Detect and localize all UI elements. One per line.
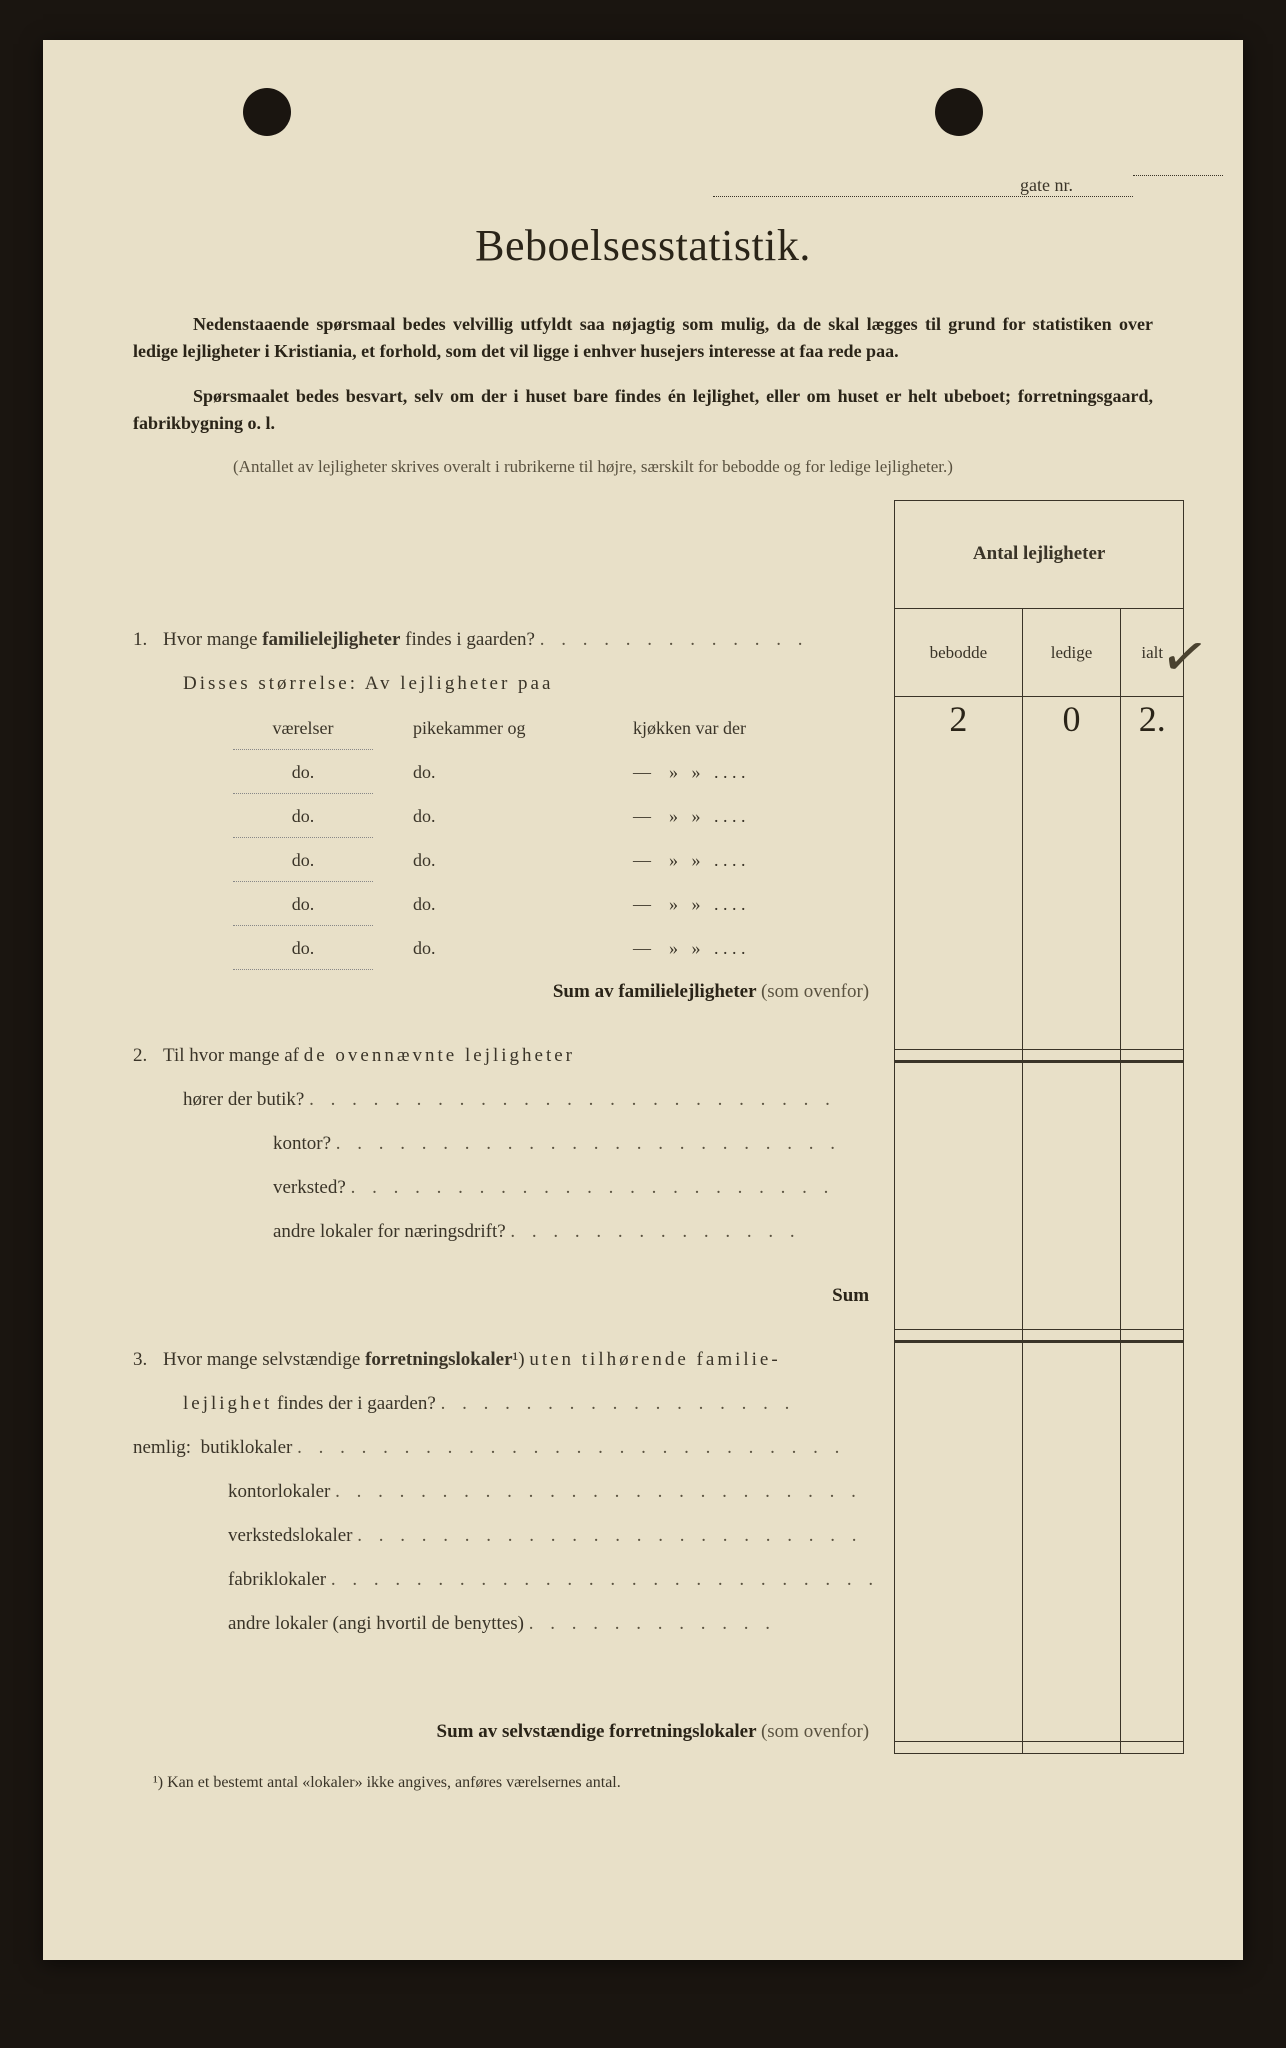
content-grid: 1.Hvor mange familielejligheter findes i… [133, 500, 1153, 1754]
q3-nemlig: nemlig: butiklokaler . . . . . . . . . .… [133, 1426, 879, 1470]
table-header-top: Antal lejligheter [895, 500, 1184, 609]
q1-size-row: do.do.— » » . . . . [133, 838, 879, 882]
col-bebodde: bebodde [895, 609, 1023, 697]
punch-hole-right [935, 88, 983, 136]
q1-size-row: do.do.— » » . . . . [133, 926, 879, 970]
q1-size-row: do.do.— » » . . . . [133, 750, 879, 794]
intro-paragraph-2: Spørsmaalet bedes besvart, selv om der i… [133, 383, 1153, 437]
q1-sum: Sum av familielejligheter (som ovenfor) [133, 970, 879, 1014]
page-title: Beboelsesstatistik. [133, 220, 1153, 271]
q3-item: andre lokaler (angi hvortil de benyttes)… [133, 1602, 879, 1646]
q1-ledige: 0 [1022, 697, 1121, 742]
q1-size-row: do.do.— » » . . . . [133, 794, 879, 838]
gate-nr-line [1133, 175, 1223, 176]
punch-hole-left [243, 88, 291, 136]
q2-sum: Sum [133, 1274, 879, 1318]
answer-row-q1: 2 0 2. [895, 697, 1184, 742]
q3-line-b: lejlighet findes der i gaarden? . . . . … [133, 1382, 879, 1426]
q3-item: fabriklokaler . . . . . . . . . . . . . … [133, 1558, 879, 1602]
q2-line-a: 2.Til hvor mange af de ovennævnte lejlig… [133, 1034, 879, 1078]
answer-table: Antal lejligheter bebodde ledige ialt 2 … [894, 500, 1184, 1754]
q1-ialt: 2. [1121, 697, 1184, 742]
q1-size-row: do.do.— » » . . . . [133, 882, 879, 926]
checkmark-annotation: ✓ [1156, 621, 1213, 693]
intro-paragraph-1: Nedenstaaende spørsmaal bedes velvillig … [133, 311, 1153, 365]
q2-item: verksted? . . . . . . . . . . . . . . . … [133, 1166, 879, 1210]
q2-line-b: hører der butik? . . . . . . . . . . . .… [133, 1078, 879, 1122]
q3-item: kontorlokaler . . . . . . . . . . . . . … [133, 1470, 879, 1514]
q1-sub: Disses størrelse: Av lejligheter paa [133, 662, 879, 706]
q2-item: andre lokaler for næringsdrift? . . . . … [133, 1210, 879, 1254]
document-page: ✓ gate nr. Beboelsesstatistik. Nedenstaa… [43, 40, 1243, 1960]
q3-sum: Sum av selvstændige forretningslokaler (… [133, 1710, 879, 1754]
q1-bebodde: 2 [895, 697, 1023, 742]
footnote: ¹) Kan et bestemt antal «lokaler» ikke a… [133, 1774, 1153, 1792]
q1-line: 1.Hvor mange familielejligheter findes i… [133, 618, 879, 662]
q1-size-header: værelser pikekammer og kjøkken var der [133, 706, 879, 750]
q3-item: verkstedslokaler . . . . . . . . . . . .… [133, 1514, 879, 1558]
questions-column: 1.Hvor mange familielejligheter findes i… [133, 500, 894, 1754]
col-ledige: ledige [1022, 609, 1121, 697]
q3-line-a: 3.Hvor mange selvstændige forretningslok… [133, 1338, 879, 1382]
instruction-note: (Antallet av lejligheter skrives overalt… [133, 454, 1153, 480]
gate-number-field: gate nr. [713, 175, 1133, 197]
q2-item: kontor? . . . . . . . . . . . . . . . . … [133, 1122, 879, 1166]
